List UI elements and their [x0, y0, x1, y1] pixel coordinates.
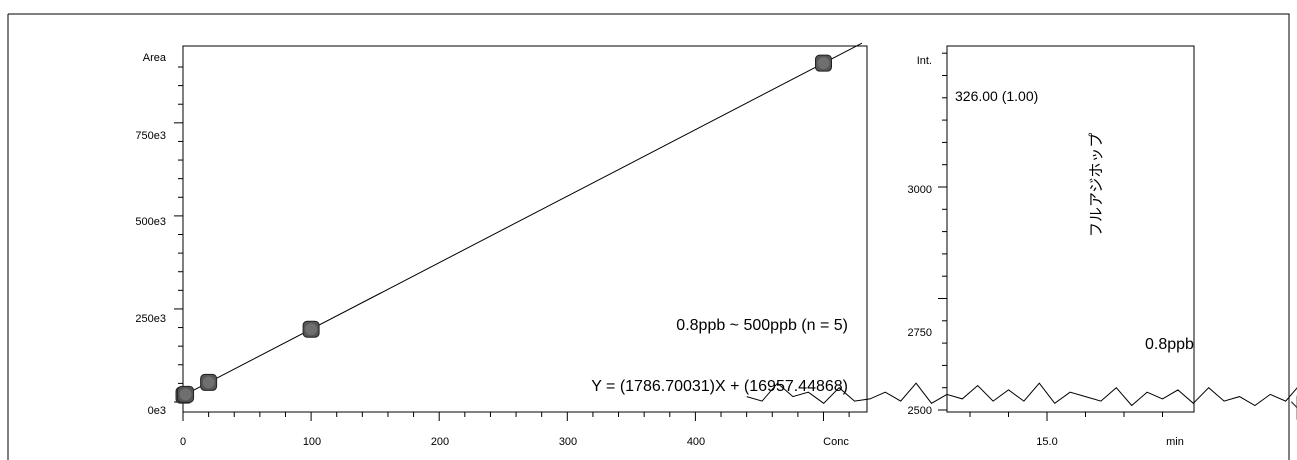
calibration-y-major-ticks: [174, 122, 183, 403]
chromatogram-chart: Int. 2500 2750 3000 15.0 min 326.00 (1.0…: [746, 45, 1297, 448]
calibration-plot-frame: [182, 45, 868, 413]
calibration-equation-annotation: Y = (1786.70031)X + (16957.44868): [591, 378, 848, 395]
calibration-point-core: [202, 376, 215, 389]
outer-frame: [7, 13, 1290, 460]
calibration-y-tick-label-3: 750e3: [135, 130, 166, 142]
peak-mz-label: 326.00 (1.00): [955, 88, 1038, 104]
calibration-range-annotation: 0.8ppb ~ 500ppb (n = 5): [676, 317, 848, 334]
calibration-x-minor-ticks: [208, 412, 850, 417]
integration-start-marker: [1290, 401, 1297, 409]
concentration-label: 0.8ppb: [1145, 336, 1194, 353]
chromatogram-y-minor-ticks: [942, 52, 947, 389]
calibration-y-tick-label-2: 500e3: [135, 216, 166, 228]
compound-name-label: フルアジホップ: [1088, 133, 1105, 237]
calibration-x-tick-label-2: 200: [431, 436, 449, 448]
calibration-x-major-ticks: [182, 412, 824, 421]
chromatogram-y-tick-label-1: 2750: [908, 327, 932, 339]
chromatogram-y-tick-label-2: 3000: [908, 184, 932, 196]
calibration-x-axis-title: Conc: [823, 436, 849, 448]
chromatogram-y-tick-label-0: 2500: [908, 405, 932, 417]
chromatogram-y-axis-title: Int.: [917, 55, 932, 67]
calibration-y-tick-label-1: 250e3: [135, 313, 166, 325]
calibration-x-tick-label-3: 300: [559, 436, 577, 448]
calibration-data-points: [175, 54, 832, 404]
integration-markers: [1290, 395, 1297, 420]
chromatogram-x-tick-label-0: 15.0: [1036, 436, 1057, 448]
chromatogram-x-minor-ticks: [969, 412, 1163, 421]
calibration-y-minor-ticks: [178, 66, 183, 384]
calibration-y-axis-title: Area: [143, 52, 167, 64]
chromatogram-y-major-ticks: [938, 186, 947, 411]
calibration-curve-chart: Area 0e3 250e3 500e3 750e3 0 100 200 300…: [135, 42, 868, 448]
calibration-point-core: [179, 388, 192, 401]
calibration-x-tick-label-1: 100: [303, 436, 321, 448]
chromatogram-plot-frame: [946, 45, 1195, 413]
calibration-point-core: [817, 57, 830, 70]
calibration-point-core: [305, 323, 318, 336]
calibration-y-tick-label-0: 0e3: [148, 405, 166, 417]
chromatogram-x-axis-title: min: [1166, 436, 1184, 448]
calibration-fit-line: [182, 42, 863, 397]
calibration-x-tick-label-0: 0: [180, 436, 186, 448]
chromatogram-trace: [746, 382, 1297, 407]
calibration-x-tick-label-4: 400: [687, 436, 705, 448]
